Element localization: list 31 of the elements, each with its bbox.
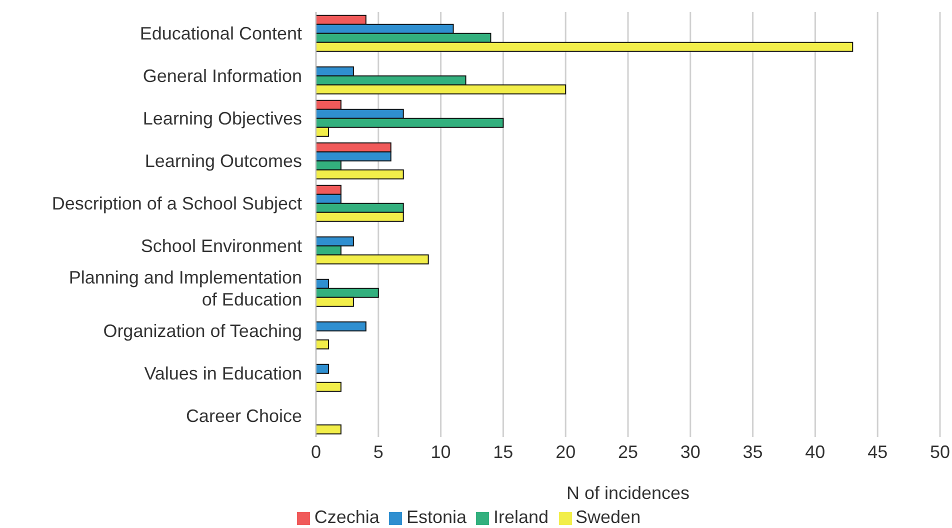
x-tick-label: 5 (373, 442, 384, 462)
legend-label: Ireland (493, 507, 549, 527)
y-tick-label: Learning Objectives (142, 108, 302, 128)
x-tick-label: 0 (310, 442, 322, 462)
x-tick-label: 10 (430, 442, 451, 462)
x-tick-label: 35 (742, 442, 763, 462)
bar (316, 364, 329, 374)
y-tick-label: General Information (142, 66, 302, 86)
x-axis-title: N of incidences (566, 483, 690, 503)
y-tick-label: Values in Education (144, 363, 302, 384)
legend-label: Estonia (406, 507, 466, 527)
bar (316, 382, 342, 392)
legend-label: Czechia (314, 507, 380, 527)
y-tick-label: Career Choice (186, 406, 302, 426)
x-tick-label: 30 (680, 442, 700, 462)
x-tick-label: 50 (930, 442, 950, 462)
x-tick-label: 20 (556, 442, 576, 462)
x-tick-label: 15 (493, 442, 514, 462)
y-tick-label: Planning and Implementation of Education (68, 267, 302, 310)
x-tick-label: 45 (868, 442, 888, 462)
x-tick-label: 25 (618, 442, 638, 462)
y-tick-label: Organization of Teaching (103, 320, 302, 341)
y-tick-label: Description of a School Subject (52, 193, 302, 214)
x-tick-label: 40 (805, 442, 826, 462)
bar (316, 321, 366, 332)
y-tick-label: Educational Content (140, 23, 302, 44)
y-tick-label: School Environment (140, 236, 302, 256)
y-tick-label: Learning Outcomes (144, 150, 302, 171)
bar (316, 339, 329, 350)
legend-label: Sweden (576, 507, 641, 527)
bar (316, 424, 342, 434)
